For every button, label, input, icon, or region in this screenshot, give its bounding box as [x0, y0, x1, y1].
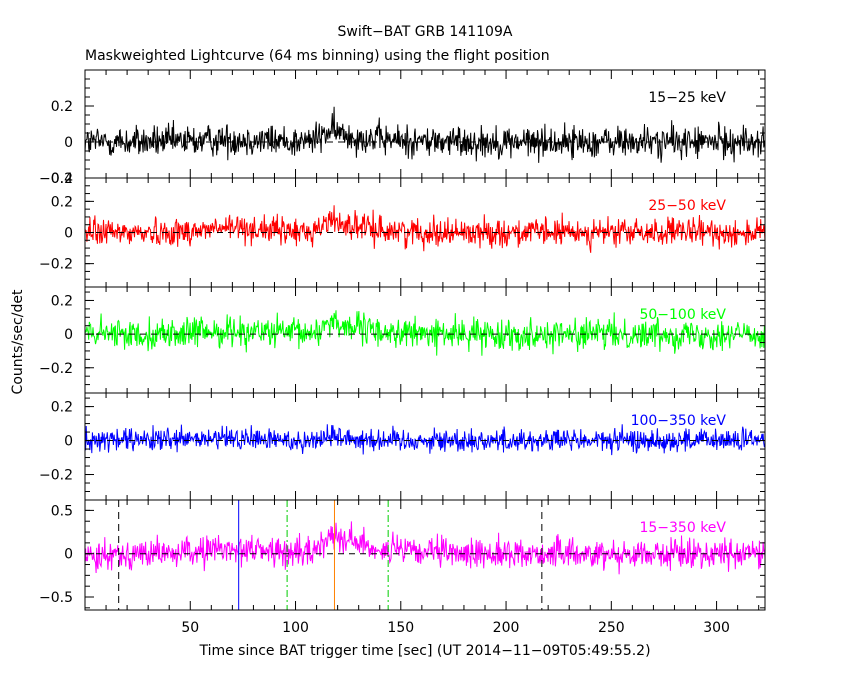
band-label: 15−350 keV [639, 520, 726, 536]
y-tick-label: 0.2 [51, 99, 73, 115]
panels-group: −0.200.20.415−25 keV−0.200.2 25−50 keV−0.… [39, 69, 766, 636]
band-label: 50−100 keV [639, 307, 726, 323]
y-tick-label: 0 [64, 434, 73, 450]
band-label: 15−25 keV [648, 90, 726, 106]
x-tick-label: 300 [703, 620, 730, 636]
series-trace [85, 310, 765, 356]
y-tick-label: 0.2 [51, 194, 73, 210]
y-tick-label: −0.2 [39, 468, 73, 484]
series-trace [85, 106, 765, 163]
panel-4: −0.2 0 0.2 100−350 keV [39, 392, 766, 501]
x-tick-label: 250 [598, 620, 625, 636]
series-trace [85, 205, 765, 253]
y-tick-label: 0.4 [51, 171, 73, 187]
x-tick-label: 50 [181, 620, 199, 636]
y-tick-label: −0.2 [39, 361, 73, 377]
panel-3: −0.2 0 0.2 50−100 keV [39, 286, 766, 394]
y-axis-label: Counts/sec/det [10, 289, 26, 394]
chart-subtitle: Maskweighted Lightcurve (64 ms binning) … [85, 48, 550, 64]
y-tick-label: 0 [64, 547, 73, 563]
chart-title: Swift−BAT GRB 141109A [338, 24, 513, 40]
panel-frame [84, 286, 766, 394]
x-axis-label: Time since BAT trigger time [sec] (UT 20… [198, 643, 650, 659]
panel-5: −0.5 0 0.5 15−350 keV [39, 499, 766, 611]
series-trace [85, 521, 765, 575]
x-tick-label: 100 [282, 620, 309, 636]
panel-frame [84, 69, 766, 179]
series-trace [85, 424, 765, 456]
y-tick-label: 0.2 [51, 400, 73, 416]
panel-frame [84, 499, 766, 611]
y-tick-label: 0.5 [51, 503, 73, 519]
panel-1: −0.2 0 0.2 0.4 15−25 keV [39, 69, 766, 187]
y-tick-label: 0.2 [51, 293, 73, 309]
panel-2: −0.2 0 0.2 25−50 keV [39, 177, 766, 288]
band-label: 100−350 keV [631, 413, 727, 429]
x-tick-label: 150 [387, 620, 414, 636]
y-tick-label: 0 [64, 327, 73, 343]
y-tick-label: −0.2 [39, 257, 73, 273]
y-tick-label: −0.5 [39, 590, 73, 606]
y-tick-label: −0.2 [39, 171, 73, 187]
band-label: 25−50 keV [648, 198, 726, 214]
y-tick-label: 0 [64, 226, 73, 242]
x-tick-label: 200 [493, 620, 520, 636]
y-tick-label: 0 [64, 135, 73, 151]
